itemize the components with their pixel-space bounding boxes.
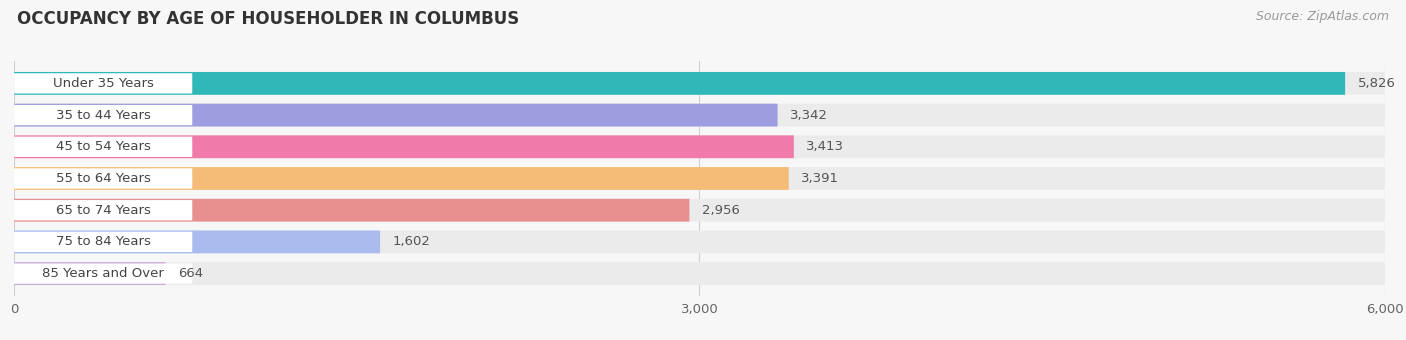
Text: 1,602: 1,602 — [392, 235, 430, 249]
FancyBboxPatch shape — [14, 231, 380, 253]
Text: 3,413: 3,413 — [807, 140, 845, 153]
Text: 55 to 64 Years: 55 to 64 Years — [56, 172, 150, 185]
Text: 3,391: 3,391 — [801, 172, 839, 185]
FancyBboxPatch shape — [14, 199, 689, 222]
FancyBboxPatch shape — [14, 72, 1346, 95]
FancyBboxPatch shape — [14, 199, 1385, 222]
FancyBboxPatch shape — [14, 72, 1385, 95]
FancyBboxPatch shape — [14, 105, 193, 125]
Text: 35 to 44 Years: 35 to 44 Years — [56, 108, 150, 122]
Text: OCCUPANCY BY AGE OF HOUSEHOLDER IN COLUMBUS: OCCUPANCY BY AGE OF HOUSEHOLDER IN COLUM… — [17, 10, 519, 28]
FancyBboxPatch shape — [14, 104, 1385, 126]
Text: Source: ZipAtlas.com: Source: ZipAtlas.com — [1256, 10, 1389, 23]
FancyBboxPatch shape — [14, 135, 1385, 158]
FancyBboxPatch shape — [14, 167, 789, 190]
FancyBboxPatch shape — [14, 137, 193, 157]
FancyBboxPatch shape — [14, 200, 193, 220]
FancyBboxPatch shape — [14, 264, 193, 284]
Text: 75 to 84 Years: 75 to 84 Years — [56, 235, 150, 249]
Text: 2,956: 2,956 — [702, 204, 740, 217]
FancyBboxPatch shape — [14, 135, 794, 158]
Text: 3,342: 3,342 — [790, 108, 828, 122]
Text: 65 to 74 Years: 65 to 74 Years — [56, 204, 150, 217]
FancyBboxPatch shape — [14, 104, 778, 126]
FancyBboxPatch shape — [14, 232, 193, 252]
Text: 664: 664 — [179, 267, 204, 280]
FancyBboxPatch shape — [14, 73, 193, 94]
FancyBboxPatch shape — [14, 262, 166, 285]
Text: Under 35 Years: Under 35 Years — [53, 77, 153, 90]
Text: 45 to 54 Years: 45 to 54 Years — [56, 140, 150, 153]
FancyBboxPatch shape — [14, 168, 193, 189]
FancyBboxPatch shape — [14, 167, 1385, 190]
Text: 5,826: 5,826 — [1358, 77, 1396, 90]
FancyBboxPatch shape — [14, 231, 1385, 253]
FancyBboxPatch shape — [14, 262, 1385, 285]
Text: 85 Years and Over: 85 Years and Over — [42, 267, 165, 280]
